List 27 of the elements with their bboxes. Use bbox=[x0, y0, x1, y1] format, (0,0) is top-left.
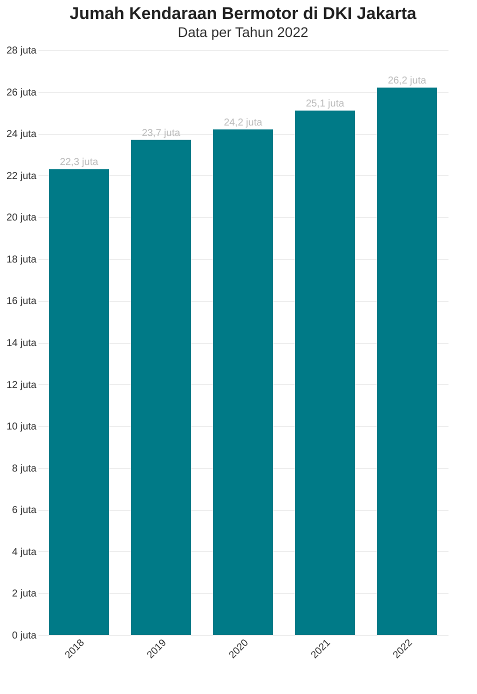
chart-title: Jumah Kendaraan Bermotor di DKI Jakarta bbox=[70, 4, 417, 23]
data-label: 24,2 juta bbox=[224, 117, 263, 128]
y-tick-label: 22 juta bbox=[6, 170, 37, 182]
y-tick-label: 24 juta bbox=[6, 129, 37, 140]
data-label: 25,1 juta bbox=[306, 98, 345, 110]
y-tick-label: 10 juta bbox=[6, 422, 37, 433]
bar bbox=[295, 110, 355, 635]
y-tick-label: 0 juta bbox=[12, 630, 37, 642]
y-tick-label: 18 juta bbox=[6, 254, 37, 266]
bar bbox=[377, 88, 437, 635]
bar bbox=[213, 129, 273, 635]
y-tick-label: 28 juta bbox=[6, 46, 37, 56]
y-tick-label: 4 juta bbox=[12, 546, 37, 558]
bar bbox=[131, 140, 191, 635]
y-tick-label: 20 juta bbox=[6, 212, 37, 224]
data-label: 22,3 juta bbox=[60, 157, 99, 168]
y-tick-label: 14 juta bbox=[6, 338, 37, 349]
data-label: 26,2 juta bbox=[388, 76, 427, 87]
y-tick-label: 12 juta bbox=[6, 380, 37, 391]
y-tick-label: 8 juta bbox=[12, 463, 37, 474]
data-label: 23,7 juta bbox=[142, 128, 181, 139]
y-tick-label: 2 juta bbox=[12, 588, 37, 600]
chart-subtitle: Data per Tahun 2022 bbox=[178, 24, 308, 40]
y-tick-label: 26 juta bbox=[6, 87, 37, 98]
y-tick-label: 6 juta bbox=[12, 505, 37, 516]
y-tick-label: 16 juta bbox=[6, 296, 37, 308]
bar bbox=[49, 169, 109, 635]
